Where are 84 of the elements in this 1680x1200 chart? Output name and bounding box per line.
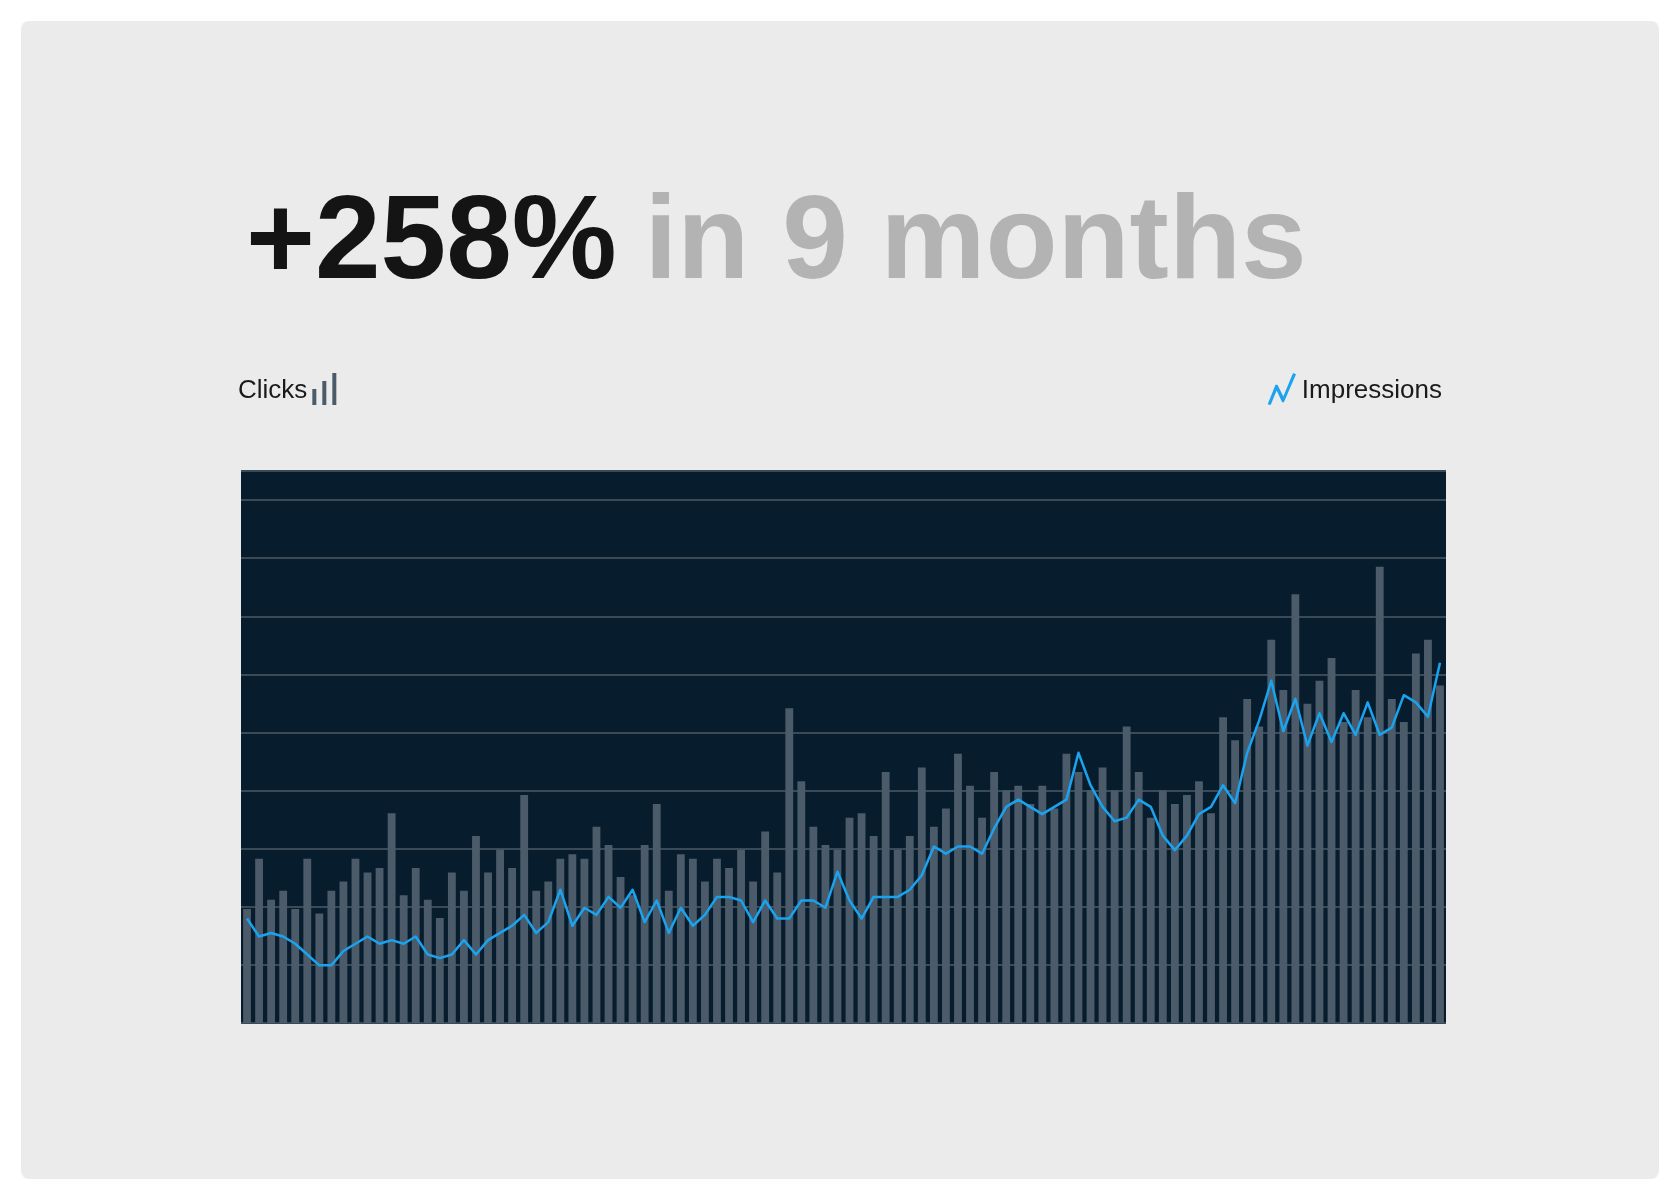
bar bbox=[1050, 808, 1059, 1023]
bar bbox=[1122, 726, 1131, 1023]
bar bbox=[1219, 717, 1227, 1023]
bar bbox=[399, 895, 408, 1023]
bar bbox=[869, 835, 878, 1023]
bar bbox=[1026, 804, 1035, 1023]
bar bbox=[255, 858, 263, 1023]
bar bbox=[990, 772, 999, 1023]
bar bbox=[1183, 794, 1191, 1023]
bar bbox=[423, 899, 432, 1023]
bar bbox=[785, 708, 794, 1023]
bar bbox=[1014, 785, 1023, 1023]
bar bbox=[905, 835, 914, 1023]
bar bbox=[1207, 813, 1215, 1023]
bar bbox=[279, 890, 288, 1023]
legend-label: Impressions bbox=[1301, 374, 1442, 404]
bar bbox=[773, 872, 782, 1023]
bar bbox=[472, 835, 480, 1023]
bar bbox=[496, 849, 504, 1023]
bar bbox=[978, 817, 986, 1023]
bar bbox=[1170, 804, 1179, 1023]
bar bbox=[1387, 699, 1396, 1023]
bar bbox=[809, 826, 818, 1023]
bar bbox=[761, 831, 770, 1023]
chart-subtitle: in 9 months bbox=[644, 171, 1307, 303]
bar bbox=[327, 890, 336, 1023]
bar bbox=[1255, 726, 1264, 1023]
bar bbox=[1134, 772, 1143, 1023]
bar bbox=[435, 918, 444, 1023]
bar bbox=[303, 858, 312, 1023]
bar bbox=[447, 872, 456, 1023]
bar bbox=[1424, 639, 1432, 1023]
bar bbox=[1231, 740, 1240, 1023]
bar bbox=[942, 808, 950, 1023]
bar bbox=[1399, 721, 1408, 1023]
bar bbox=[484, 872, 492, 1023]
bar bbox=[411, 867, 420, 1023]
legend-label: Clicks bbox=[237, 374, 308, 404]
bar bbox=[1002, 790, 1011, 1023]
bar bbox=[460, 890, 468, 1023]
bar bbox=[725, 867, 733, 1023]
bar bbox=[520, 794, 529, 1023]
bar bbox=[664, 890, 673, 1023]
bar bbox=[1291, 594, 1300, 1023]
bar bbox=[544, 881, 553, 1023]
bar bbox=[1110, 790, 1119, 1023]
bar bbox=[1158, 790, 1167, 1023]
bar bbox=[797, 781, 806, 1023]
bar bbox=[568, 854, 577, 1023]
bar bbox=[1195, 781, 1203, 1023]
bar bbox=[556, 858, 565, 1023]
bar bbox=[1038, 785, 1047, 1023]
bar bbox=[652, 804, 661, 1023]
bar bbox=[954, 753, 962, 1023]
bar bbox=[749, 881, 758, 1023]
bar bbox=[1243, 699, 1252, 1023]
bar bbox=[628, 895, 637, 1023]
bar bbox=[1436, 685, 1444, 1023]
bar bbox=[387, 813, 396, 1023]
bar bbox=[1146, 817, 1155, 1023]
bar bbox=[267, 899, 276, 1023]
bar bbox=[917, 767, 926, 1023]
bar bbox=[1375, 566, 1384, 1023]
bar bbox=[966, 785, 974, 1023]
bar bbox=[532, 890, 541, 1023]
bar bbox=[881, 772, 890, 1023]
bar bbox=[893, 849, 902, 1023]
bar bbox=[291, 908, 300, 1023]
bar bbox=[929, 826, 938, 1023]
bar bbox=[315, 913, 324, 1023]
bar bbox=[1363, 717, 1372, 1023]
bar bbox=[243, 908, 251, 1023]
bar bbox=[1279, 689, 1288, 1023]
bar bbox=[688, 858, 697, 1023]
bar bbox=[713, 858, 721, 1023]
chart-title: +258% bbox=[246, 171, 617, 303]
bar bbox=[640, 845, 649, 1023]
bar bbox=[1351, 689, 1360, 1023]
bar bbox=[737, 849, 745, 1023]
bar bbox=[1411, 653, 1420, 1023]
bar bbox=[701, 881, 709, 1023]
bar bbox=[676, 854, 685, 1023]
bar bbox=[1267, 639, 1276, 1023]
bar bbox=[508, 867, 517, 1023]
